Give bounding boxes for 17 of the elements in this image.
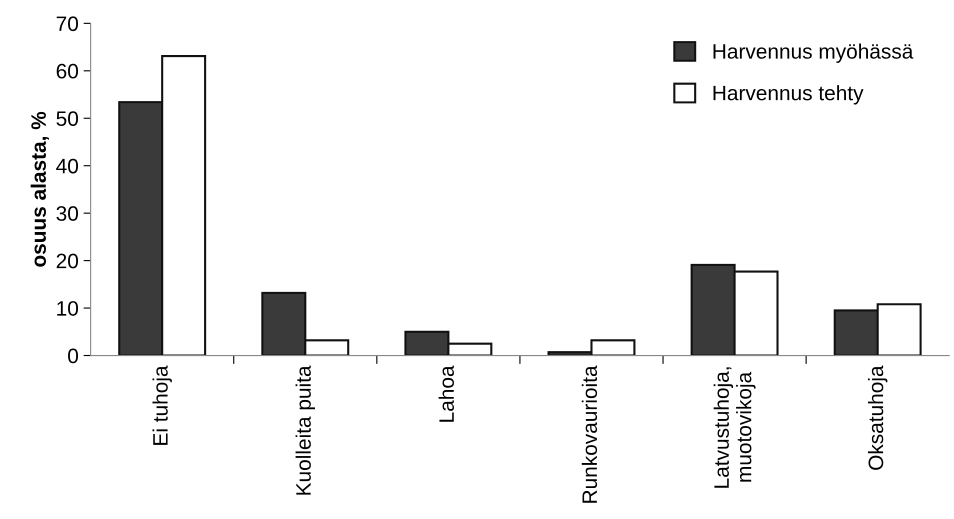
y-axis-title: osuus alasta, % — [30, 112, 49, 267]
x-tick-label: Ei tuhoja — [152, 365, 172, 445]
y-tick-label: 20 — [56, 254, 78, 268]
y-tick-label: 10 — [57, 301, 78, 316]
x-tick-label: Latvustuhoja, muotovikoja — [714, 367, 756, 488]
x-tick-label: Runkovaurioita — [582, 365, 598, 503]
x-tick-label: Kuolleita puita — [296, 365, 315, 495]
y-tick-label: 40 — [56, 158, 78, 174]
y-tick-label: 60 — [56, 64, 78, 79]
y-tick-label: 50 — [56, 111, 78, 126]
x-tick-label: Lahoa — [438, 365, 454, 422]
legend-label: Harvennus tehty — [714, 85, 864, 104]
y-tick-label: 0 — [68, 348, 78, 364]
y-tick-label: 70 — [56, 16, 78, 32]
y-tick-label: 30 — [56, 206, 78, 221]
legend-label: Harvennus myöhässä — [714, 43, 914, 63]
x-tick-label: Oksatuhoja — [868, 365, 888, 470]
